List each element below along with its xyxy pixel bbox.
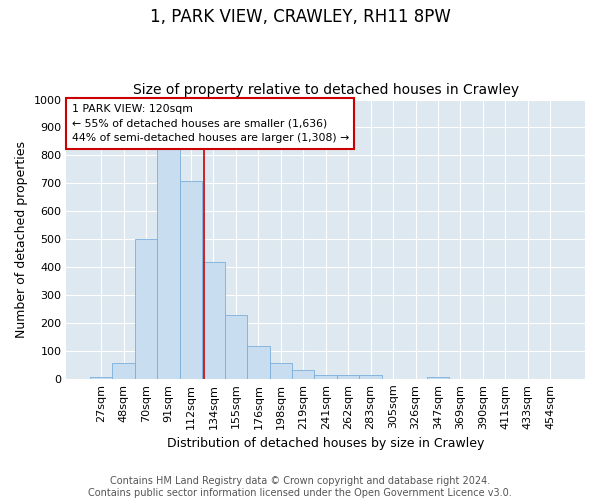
Bar [112,363,135,379]
Bar [135,239,157,379]
Bar [359,376,382,379]
Bar [269,363,292,379]
Bar [224,314,247,379]
Bar [427,376,449,379]
Bar [247,346,269,379]
Bar [157,148,180,379]
X-axis label: Distribution of detached houses by size in Crawley: Distribution of detached houses by size … [167,437,484,450]
Bar [90,376,112,379]
Bar [202,262,224,379]
Text: Contains HM Land Registry data © Crown copyright and database right 2024.
Contai: Contains HM Land Registry data © Crown c… [88,476,512,498]
Bar [180,180,202,379]
Bar [337,376,359,379]
Bar [292,370,314,379]
Text: 1 PARK VIEW: 120sqm
← 55% of detached houses are smaller (1,636)
44% of semi-det: 1 PARK VIEW: 120sqm ← 55% of detached ho… [71,104,349,144]
Text: 1, PARK VIEW, CRAWLEY, RH11 8PW: 1, PARK VIEW, CRAWLEY, RH11 8PW [149,8,451,26]
Bar [314,374,337,379]
Title: Size of property relative to detached houses in Crawley: Size of property relative to detached ho… [133,83,519,97]
Y-axis label: Number of detached properties: Number of detached properties [15,140,28,338]
